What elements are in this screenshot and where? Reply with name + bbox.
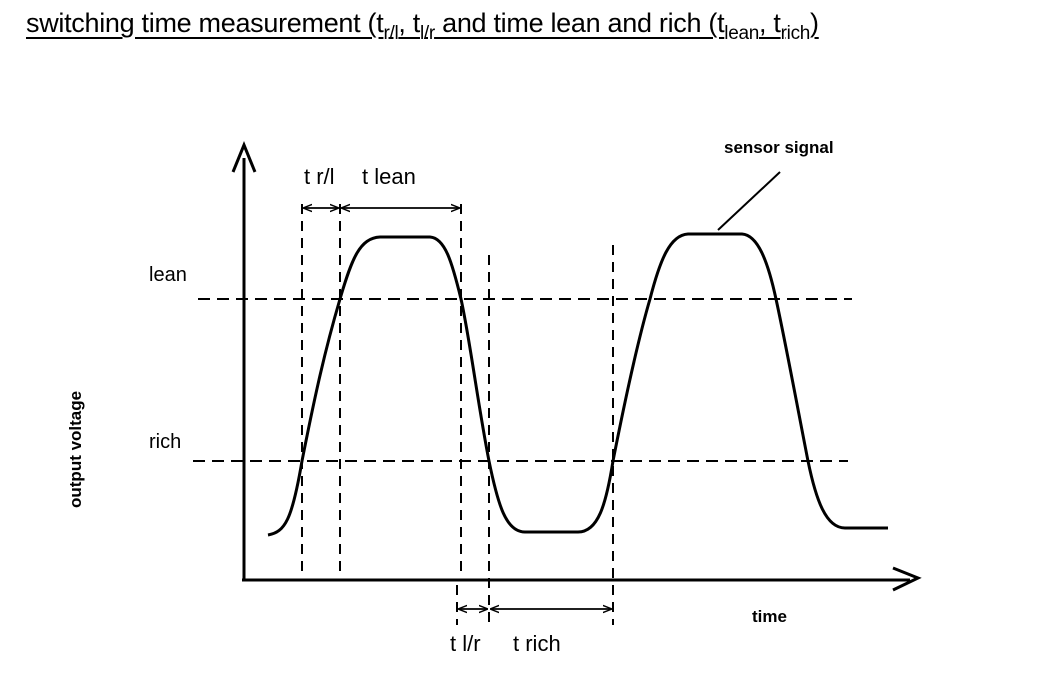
sensor-signal-pointer xyxy=(717,171,781,231)
title-sub-tlr: l/r xyxy=(419,23,435,44)
y-axis-arrowhead xyxy=(231,141,257,173)
lean-label: lean xyxy=(149,264,187,286)
t-lr-label: t l/r xyxy=(450,631,481,656)
t-rich-label: t rich xyxy=(513,631,561,656)
title-text-1: switching time measurement (t xyxy=(26,8,384,38)
y-axis-label: output voltage xyxy=(66,391,85,508)
x-axis-arrowhead xyxy=(892,566,922,592)
sensor-signal-label: sensor signal xyxy=(724,138,834,157)
title-text-4: , t xyxy=(759,8,781,38)
title-text-5: ) xyxy=(810,8,819,38)
title-text-3: and time lean and rich (t xyxy=(434,8,725,38)
rich-label: rich xyxy=(149,431,181,453)
x-axis-label: time xyxy=(752,607,787,626)
vertical-marker-lines xyxy=(301,204,614,625)
sensor-signal-curve xyxy=(267,232,888,537)
page-title: switching time measurement (tr/l, tl/r a… xyxy=(26,8,819,45)
t-rl-label: t r/l xyxy=(304,164,335,189)
title-text-2: , t xyxy=(398,8,420,38)
title-sub-tlean: lean xyxy=(724,23,760,44)
title-sub-trich: rich xyxy=(780,23,811,44)
title-sub-trl: r/l xyxy=(383,23,399,44)
t-lean-label: t lean xyxy=(362,164,416,189)
